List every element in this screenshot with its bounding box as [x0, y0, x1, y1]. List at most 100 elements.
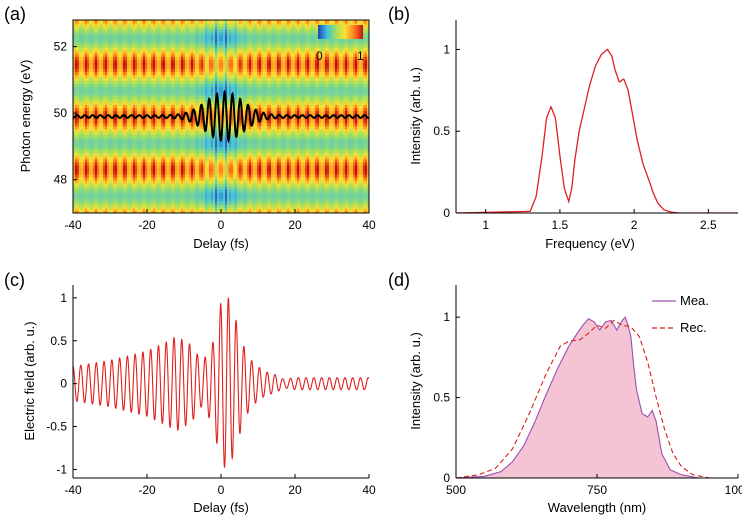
heatmap-cell	[201, 26, 204, 30]
heatmap-cell	[163, 173, 166, 178]
heatmap-cell	[117, 209, 120, 213]
heatmap-cell	[87, 98, 90, 103]
heatmap-cell	[193, 158, 196, 163]
heatmap-cell	[155, 125, 158, 130]
heatmap-cell	[109, 95, 112, 100]
heatmap-cell	[127, 38, 130, 42]
heatmap-cell	[149, 23, 152, 27]
heatmap-cell	[95, 125, 98, 130]
heatmap-cell	[107, 188, 110, 193]
heatmap-cell	[117, 104, 120, 109]
heatmap-cell	[89, 140, 92, 145]
heatmap-cell	[209, 143, 212, 148]
heatmap-cell	[103, 155, 106, 160]
heatmap-cell	[111, 23, 114, 27]
heatmap-cell	[139, 158, 142, 163]
heatmap-cell	[173, 32, 176, 36]
heatmap-cell	[193, 197, 196, 202]
heatmap-cell	[145, 170, 148, 175]
heatmap-cell	[91, 59, 94, 63]
heatmap-cell	[165, 92, 168, 96]
heatmap-cell	[109, 128, 112, 133]
heatmap-cell	[133, 197, 136, 202]
heatmap-cell	[153, 44, 156, 48]
heatmap-cell	[127, 74, 130, 78]
heatmap-cell	[215, 152, 218, 157]
heatmap-cell	[101, 92, 104, 96]
heatmap-cell	[99, 44, 102, 48]
heatmap-cell	[73, 188, 76, 193]
heatmap-cell	[203, 161, 206, 166]
heatmap-cell	[185, 173, 188, 178]
heatmap-cell	[183, 197, 186, 202]
heatmap-cell	[209, 152, 212, 157]
heatmap-cell	[109, 137, 112, 142]
heatmap-cell	[95, 143, 98, 148]
heatmap-cell	[135, 113, 138, 118]
heatmap-cell	[197, 35, 200, 39]
heatmap-cell	[151, 32, 154, 36]
heatmap-cell	[87, 86, 90, 90]
heatmap-cell	[223, 86, 226, 90]
heatmap-cell	[129, 203, 132, 208]
heatmap-cell	[85, 101, 88, 106]
heatmap-cell	[157, 185, 160, 190]
heatmap-cell	[105, 38, 108, 42]
heatmap-cell	[225, 53, 228, 57]
heatmap-cell	[217, 89, 220, 93]
heatmap-cell	[99, 71, 102, 75]
heatmap-cell	[193, 20, 196, 24]
heatmap-cell	[99, 185, 102, 190]
heatmap-cell	[81, 95, 84, 100]
heatmap-cell	[173, 77, 176, 81]
heatmap-cell	[113, 65, 116, 69]
heatmap-cell	[87, 29, 90, 33]
heatmap-cell	[161, 68, 164, 72]
heatmap-cell	[227, 176, 230, 181]
heatmap-cell	[213, 155, 216, 160]
heatmap-cell	[141, 86, 144, 90]
heatmap-cell	[131, 71, 134, 75]
heatmap-cell	[227, 35, 230, 39]
heatmap-cell	[173, 164, 176, 169]
heatmap-cell	[117, 191, 120, 196]
heatmap-cell	[125, 143, 128, 148]
heatmap-cell	[121, 110, 124, 115]
heatmap-cell	[201, 47, 204, 51]
heatmap-cell	[145, 182, 148, 187]
heatmap-cell	[183, 125, 186, 130]
heatmap-cell	[129, 161, 132, 166]
heatmap-cell	[125, 83, 128, 87]
heatmap-cell	[141, 149, 144, 154]
heatmap-cell	[127, 107, 130, 112]
heatmap-cell	[113, 101, 116, 106]
heatmap-cell	[187, 29, 190, 33]
heatmap-cell	[115, 191, 118, 196]
heatmap-cell	[109, 194, 112, 199]
heatmap-cell	[97, 191, 100, 196]
heatmap-cell	[221, 161, 224, 166]
heatmap-cell	[211, 95, 214, 100]
heatmap-cell	[101, 77, 104, 81]
heatmap-cell	[165, 38, 168, 42]
heatmap-cell	[139, 50, 142, 54]
heatmap-cell	[107, 191, 110, 196]
heatmap-cell	[145, 38, 148, 42]
heatmap-cell	[143, 74, 146, 78]
heatmap-cell	[209, 200, 212, 205]
heatmap-cell	[119, 200, 122, 205]
heatmap-cell	[211, 203, 214, 208]
heatmap-cell	[145, 191, 148, 196]
heatmap-cell	[87, 164, 90, 169]
heatmap-cell	[181, 35, 184, 39]
heatmap-cell	[153, 68, 156, 72]
heatmap-cell	[161, 95, 164, 100]
heatmap-cell	[143, 44, 146, 48]
heatmap-cell	[223, 44, 226, 48]
heatmap-cell	[145, 125, 148, 130]
heatmap-cell	[79, 206, 82, 211]
heatmap-cell	[147, 65, 150, 69]
heatmap-cell	[145, 146, 148, 151]
heatmap-cell	[155, 188, 158, 193]
heatmap-cell	[201, 71, 204, 75]
